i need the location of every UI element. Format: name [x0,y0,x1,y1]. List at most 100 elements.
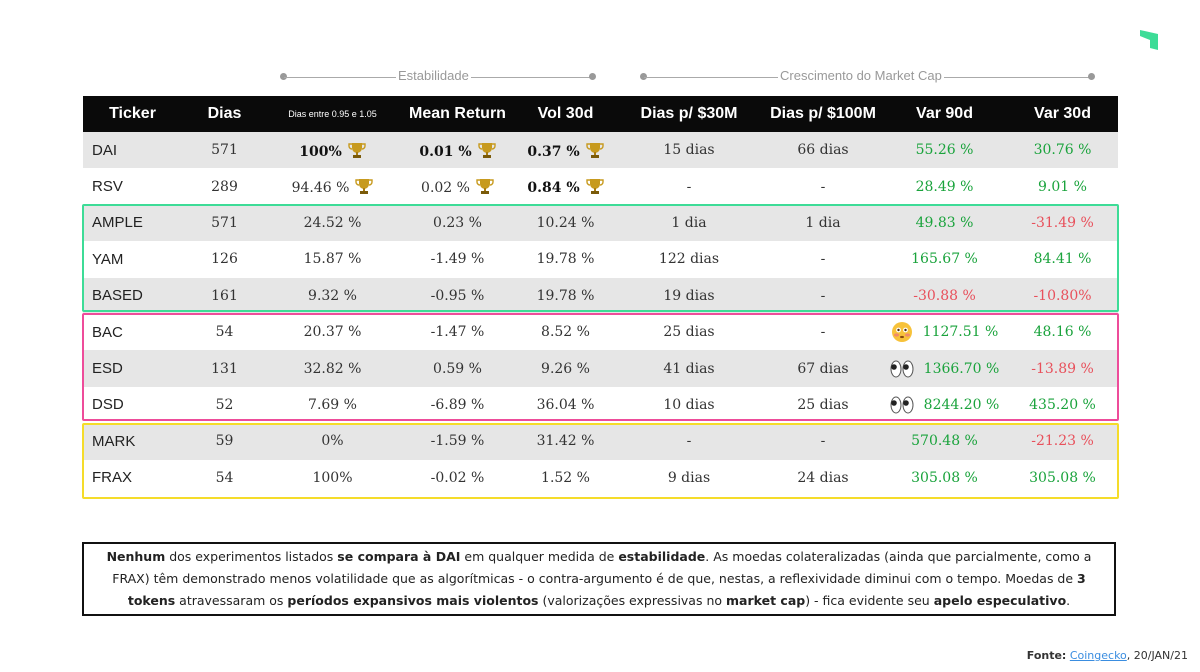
stablecoin-table: Ticker Dias Dias entre 0.95 e 1.05 Mean … [83,96,1118,496]
var-30d-cell: 48.16 % [1033,324,1092,341]
header-dias: Dias [182,96,267,132]
header-var-30d: Var 30d [1007,96,1118,132]
dias-100m-cell: 67 dias [764,350,882,387]
dias-30m-cell: 1 dia [614,204,764,242]
mean-cell: 0.01 % [398,132,517,169]
table-row-rsv: RSV 289 94.46 % 0.02 % 0.84 % - - 28.49 … [83,168,1118,204]
table-row-frax: FRAX 54 100% -0.02 % 1.52 % 9 dias 24 di… [83,460,1118,496]
dias-cell: 52 [215,396,234,413]
table-row-esd: ESD 131 32.82 % 0.59 % 9.26 % 41 dias 67… [83,350,1118,387]
dias-cell: 54 [215,469,234,486]
range-cell: 7.69 % [308,396,357,413]
trophy-icon [585,179,604,195]
ticker-cell: RSV [92,178,123,196]
dias-cell: 289 [211,178,238,195]
vol-cell: 19.78 % [536,251,595,268]
dias-cell: 126 [211,251,238,268]
dias-100m-cell: 66 dias [764,132,882,169]
dias-100m-cell: - [764,423,882,460]
dias-100m-cell: - [820,178,826,195]
dias-100m-cell: 24 dias [797,469,849,486]
var-90d-cell: 305.08 % [911,469,978,486]
table-row-dai: DAI 571 100% 0.01 % 0.37 % 15 dias 66 di… [83,132,1118,169]
var-90d-cell: 1366.70 % [882,350,1007,387]
range-cell: 24.52 % [267,204,398,242]
var-90d-cell: 28.49 % [915,178,974,195]
var-30d-cell: 84.41 % [1033,251,1092,268]
source-label: Fonte: [1026,649,1067,662]
trophy-icon [585,142,604,158]
mean-cell: -1.47 % [430,324,485,341]
mean-cell: 0.23 % [398,204,517,242]
header-dias-100m: Dias p/ $100M [764,96,882,132]
summary-note: Nenhum dos experimentos listados se comp… [82,542,1116,616]
ticker-cell: DAI [83,132,182,169]
vol-cell: 1.52 % [541,469,590,486]
var-30d-cell: -13.89 % [1007,350,1118,387]
eyes-icon [890,360,914,378]
var-30d-cell: 9.01 % [1038,178,1087,195]
header-mean-return: Mean Return [398,96,517,132]
source-link[interactable]: Coingecko [1069,649,1127,662]
dias-30m-cell: 10 dias [663,396,715,413]
table-row-yam: YAM 126 15.87 % -1.49 % 19.78 % 122 dias… [83,241,1118,277]
crescimento-group-label: Crescimento do Market Cap [640,68,1095,86]
range-cell: 9.32 % [267,277,398,314]
trophy-icon [355,179,374,195]
estabilidade-label: Estabilidade [396,68,471,83]
ticker-cell: BASED [83,277,182,314]
vol-cell: 31.42 % [517,423,614,460]
dias-100m-cell: - [820,251,826,268]
range-cell: 100% [267,132,398,169]
dias-cell: 131 [182,350,267,387]
var-30d-cell: 305.08 % [1029,469,1096,486]
mean-cell: -0.02 % [430,469,485,486]
range-cell: 32.82 % [267,350,398,387]
ticker-cell: AMPLE [83,204,182,242]
var-90d-cell: 165.67 % [911,251,978,268]
mean-cell: 0.59 % [398,350,517,387]
table-row-bac: BAC 54 20.37 % -1.47 % 8.52 % 25 dias - … [83,314,1118,350]
ticker-cell: MARK [83,423,182,460]
dias-100m-cell: 1 dia [764,204,882,242]
range-cell: 15.87 % [303,251,362,268]
var-30d-cell: -10.80% [1007,277,1118,314]
ticker-cell: YAM [92,250,124,268]
header-ticker: Ticker [83,96,182,132]
var-30d-cell: -21.23 % [1007,423,1118,460]
dias-30m-cell: 9 dias [667,469,711,486]
dias-30m-cell: - [614,423,764,460]
mean-cell: 0.02 % [398,168,517,204]
vol-cell: 8.52 % [541,324,590,341]
dias-cell: 571 [182,132,267,169]
ticker-cell: ESD [83,350,182,387]
vol-cell: 19.78 % [517,277,614,314]
dias-cell: 54 [215,324,234,341]
estabilidade-group-label: Estabilidade [280,68,596,86]
mean-cell: -0.95 % [398,277,517,314]
summary-text: Nenhum dos experimentos listados se comp… [106,549,1092,608]
range-cell: 20.37 % [303,324,362,341]
table-row-mark: MARK 59 0% -1.59 % 31.42 % - - 570.48 % … [83,423,1118,460]
table-header-row: Ticker Dias Dias entre 0.95 e 1.05 Mean … [83,96,1118,132]
header-vol-30d: Vol 30d [517,96,614,132]
ticker-cell: DSD [92,396,124,414]
table-row-ample: AMPLE 571 24.52 % 0.23 % 10.24 % 1 dia 1… [83,204,1118,242]
dias-30m-cell: 19 dias [614,277,764,314]
vol-cell: 0.37 % [517,132,614,169]
mean-cell: -1.59 % [398,423,517,460]
trophy-icon [348,142,366,158]
mean-cell: -6.89 % [430,396,485,413]
source-date: , 20/JAN/21 [1126,649,1188,662]
dias-30m-cell: 122 dias [658,251,720,268]
header-dias-30m: Dias p/ $30M [614,96,764,132]
var-30d-cell: 30.76 % [1007,132,1118,169]
var-90d-cell: 8244.20 % [882,387,1007,423]
flushed-face-icon [891,322,912,343]
var-30d-cell: -31.49 % [1007,204,1118,242]
dias-100m-cell: - [820,324,826,341]
table-row-based: BASED 161 9.32 % -0.95 % 19.78 % 19 dias… [83,277,1118,314]
vol-cell: 10.24 % [517,204,614,242]
header-var-90d: Var 90d [882,96,1007,132]
crescimento-label: Crescimento do Market Cap [778,68,944,83]
